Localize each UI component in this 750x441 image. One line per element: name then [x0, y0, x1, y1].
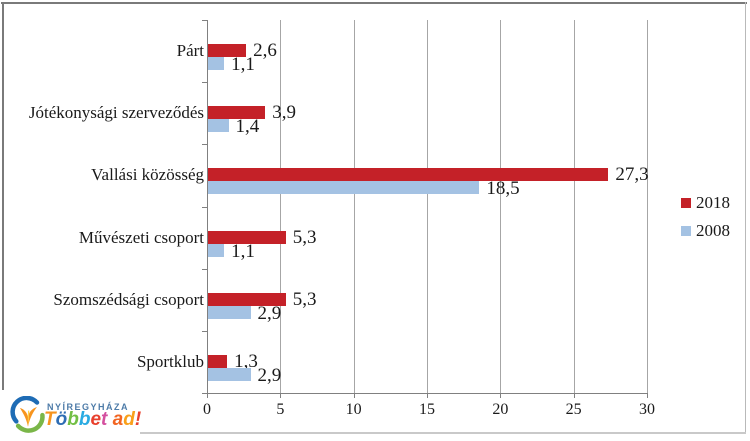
bar-value-label: 2,9	[257, 302, 282, 324]
bar-value-label: 27,3	[615, 164, 649, 186]
bar-2008	[208, 181, 480, 195]
x-axis-tick	[280, 393, 282, 398]
frame-top-border	[1, 2, 747, 4]
legend-swatch-2008-icon	[681, 226, 691, 236]
frame-bottom-border	[140, 432, 746, 434]
x-tick-label: 0	[203, 401, 211, 418]
gridline	[280, 20, 282, 393]
bar-value-label: 5,3	[292, 226, 317, 248]
x-axis-tick	[500, 393, 502, 398]
bar-2018	[208, 354, 228, 368]
gridline	[500, 20, 502, 393]
bar-2018	[208, 106, 266, 120]
logo-slogan: Többet ad!	[44, 409, 141, 431]
bar-value-label: 3,9	[272, 102, 296, 124]
gridline	[427, 20, 428, 393]
frame-right-border	[745, 2, 746, 433]
x-tick-label: 5	[276, 401, 285, 418]
y-axis-tick	[202, 206, 207, 208]
logo-slogan-letter: b	[78, 409, 91, 430]
bar-value-label: 2,6	[253, 40, 277, 61]
category-label: Művészeti csoport	[78, 227, 204, 247]
x-tick-label: 15	[419, 401, 435, 418]
bar-2008	[208, 305, 251, 319]
y-axis-tick	[202, 393, 207, 394]
logo-slogan-letter: d	[123, 409, 135, 430]
legend-swatch-2018-icon	[681, 198, 691, 208]
logo-slogan-letter: !	[134, 409, 142, 430]
bar-2008	[208, 243, 225, 257]
y-axis-tick	[202, 144, 207, 146]
logo-slogan-letter: b	[67, 409, 79, 430]
legend-label-2008: 2008	[696, 221, 730, 240]
x-axis-tick	[427, 393, 428, 398]
legend: 2018 2008	[681, 193, 730, 249]
x-tick-label: 10	[345, 401, 362, 418]
gridline	[353, 20, 355, 393]
x-axis-tick	[573, 393, 575, 398]
category-label: Vallási közösség	[91, 165, 204, 185]
category-label: Szomszédsági csoport	[53, 289, 204, 309]
category-label: Jótékonysági szerveződés	[28, 103, 204, 123]
logo-slogan-letter: T	[44, 409, 56, 430]
logo-slogan-letter: t	[101, 409, 108, 430]
y-axis-tick	[202, 20, 207, 21]
bar-2008	[208, 57, 225, 70]
bar-2008	[208, 119, 229, 133]
bar-2008	[208, 367, 251, 381]
y-axis-tick	[202, 268, 207, 270]
bar-value-label: 18,5	[486, 178, 520, 200]
gridline	[647, 20, 648, 393]
frame-left-border	[2, 2, 4, 390]
y-axis-tick	[202, 82, 207, 84]
bar-value-label: 1,3	[234, 350, 258, 372]
gridline	[573, 20, 575, 393]
logo-slogan-letter: a	[112, 409, 124, 430]
bar-value-label: 5,3	[292, 288, 317, 310]
bar-2018	[208, 230, 286, 244]
bar-value-label: 2,9	[257, 364, 282, 386]
bar-value-label: 1,1	[231, 240, 255, 262]
x-tick-label: 25	[565, 401, 582, 418]
legend-item-2018: 2018	[681, 193, 730, 213]
x-axis-tick	[207, 393, 208, 398]
nyiregyhaza-logo-icon	[10, 395, 46, 441]
x-tick-label: 30	[639, 401, 655, 418]
x-axis-tick	[647, 393, 648, 398]
bar-2018	[208, 44, 247, 57]
bar-value-label: 1,1	[231, 54, 255, 75]
bar-2018	[208, 168, 609, 182]
y-axis	[207, 20, 208, 394]
logo-city-name: NYÍREGYHÁZA	[47, 402, 130, 412]
x-tick-label: 20	[492, 401, 509, 418]
nyiregyhaza-logo: NYÍREGYHÁZA Többet ad!	[10, 394, 160, 438]
bar-value-label: 1,4	[235, 116, 260, 138]
x-axis-tick	[353, 393, 355, 398]
logo-slogan-letter: ö	[55, 409, 68, 430]
category-label: Párt	[176, 41, 204, 61]
y-axis-tick	[202, 330, 207, 332]
legend-label-2018: 2018	[696, 193, 730, 212]
bar-2018	[208, 292, 286, 306]
logo-slogan-letter: e	[90, 409, 102, 430]
legend-item-2008: 2008	[681, 221, 730, 241]
category-label: Sportklub	[136, 351, 204, 371]
